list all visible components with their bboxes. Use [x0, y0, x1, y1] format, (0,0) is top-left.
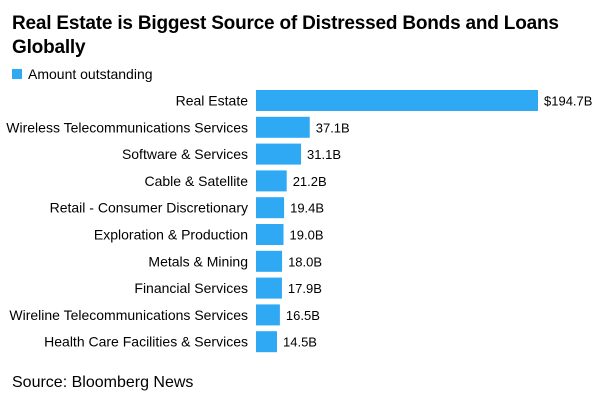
category-label: Wireless Telecommunications Services	[6, 119, 248, 135]
legend: Amount outstanding	[12, 66, 153, 82]
value-label: 21.2B	[293, 174, 327, 189]
bar	[256, 277, 282, 299]
value-label: 17.9B	[288, 281, 322, 296]
category-label: Retail - Consumer Discretionary	[50, 200, 248, 216]
value-label: 16.5B	[286, 308, 320, 323]
bar	[256, 331, 278, 353]
value-label: 14.5B	[283, 335, 317, 350]
value-label: 18.0B	[288, 254, 322, 269]
legend-label: Amount outstanding	[28, 66, 153, 82]
value-label: 37.1B	[316, 120, 350, 135]
category-label: Wireline Telecommunications Services	[9, 307, 248, 323]
bar	[256, 304, 280, 326]
bar	[256, 116, 310, 138]
value-label: 19.4B	[290, 201, 324, 216]
category-label: Financial Services	[134, 280, 248, 296]
value-label: $194.7B	[544, 94, 592, 109]
source-note: Source: Bloomberg News	[12, 374, 194, 391]
category-label: Cable & Satellite	[144, 173, 248, 189]
category-label: Health Care Facilities & Services	[44, 334, 248, 350]
bar	[256, 143, 302, 165]
category-label: Metals & Mining	[148, 253, 248, 269]
legend-swatch	[12, 69, 22, 79]
bar	[256, 170, 287, 192]
bar	[256, 197, 285, 219]
category-label: Software & Services	[122, 146, 248, 162]
chart-title: Real Estate is Biggest Source of Distres…	[12, 13, 559, 58]
category-label: Real Estate	[176, 93, 249, 109]
bar	[256, 250, 283, 272]
bar	[256, 224, 284, 245]
bar	[256, 90, 538, 111]
value-label: 31.1B	[307, 147, 341, 162]
value-label: 19.0B	[290, 228, 324, 243]
category-label: Exploration & Production	[94, 227, 248, 243]
